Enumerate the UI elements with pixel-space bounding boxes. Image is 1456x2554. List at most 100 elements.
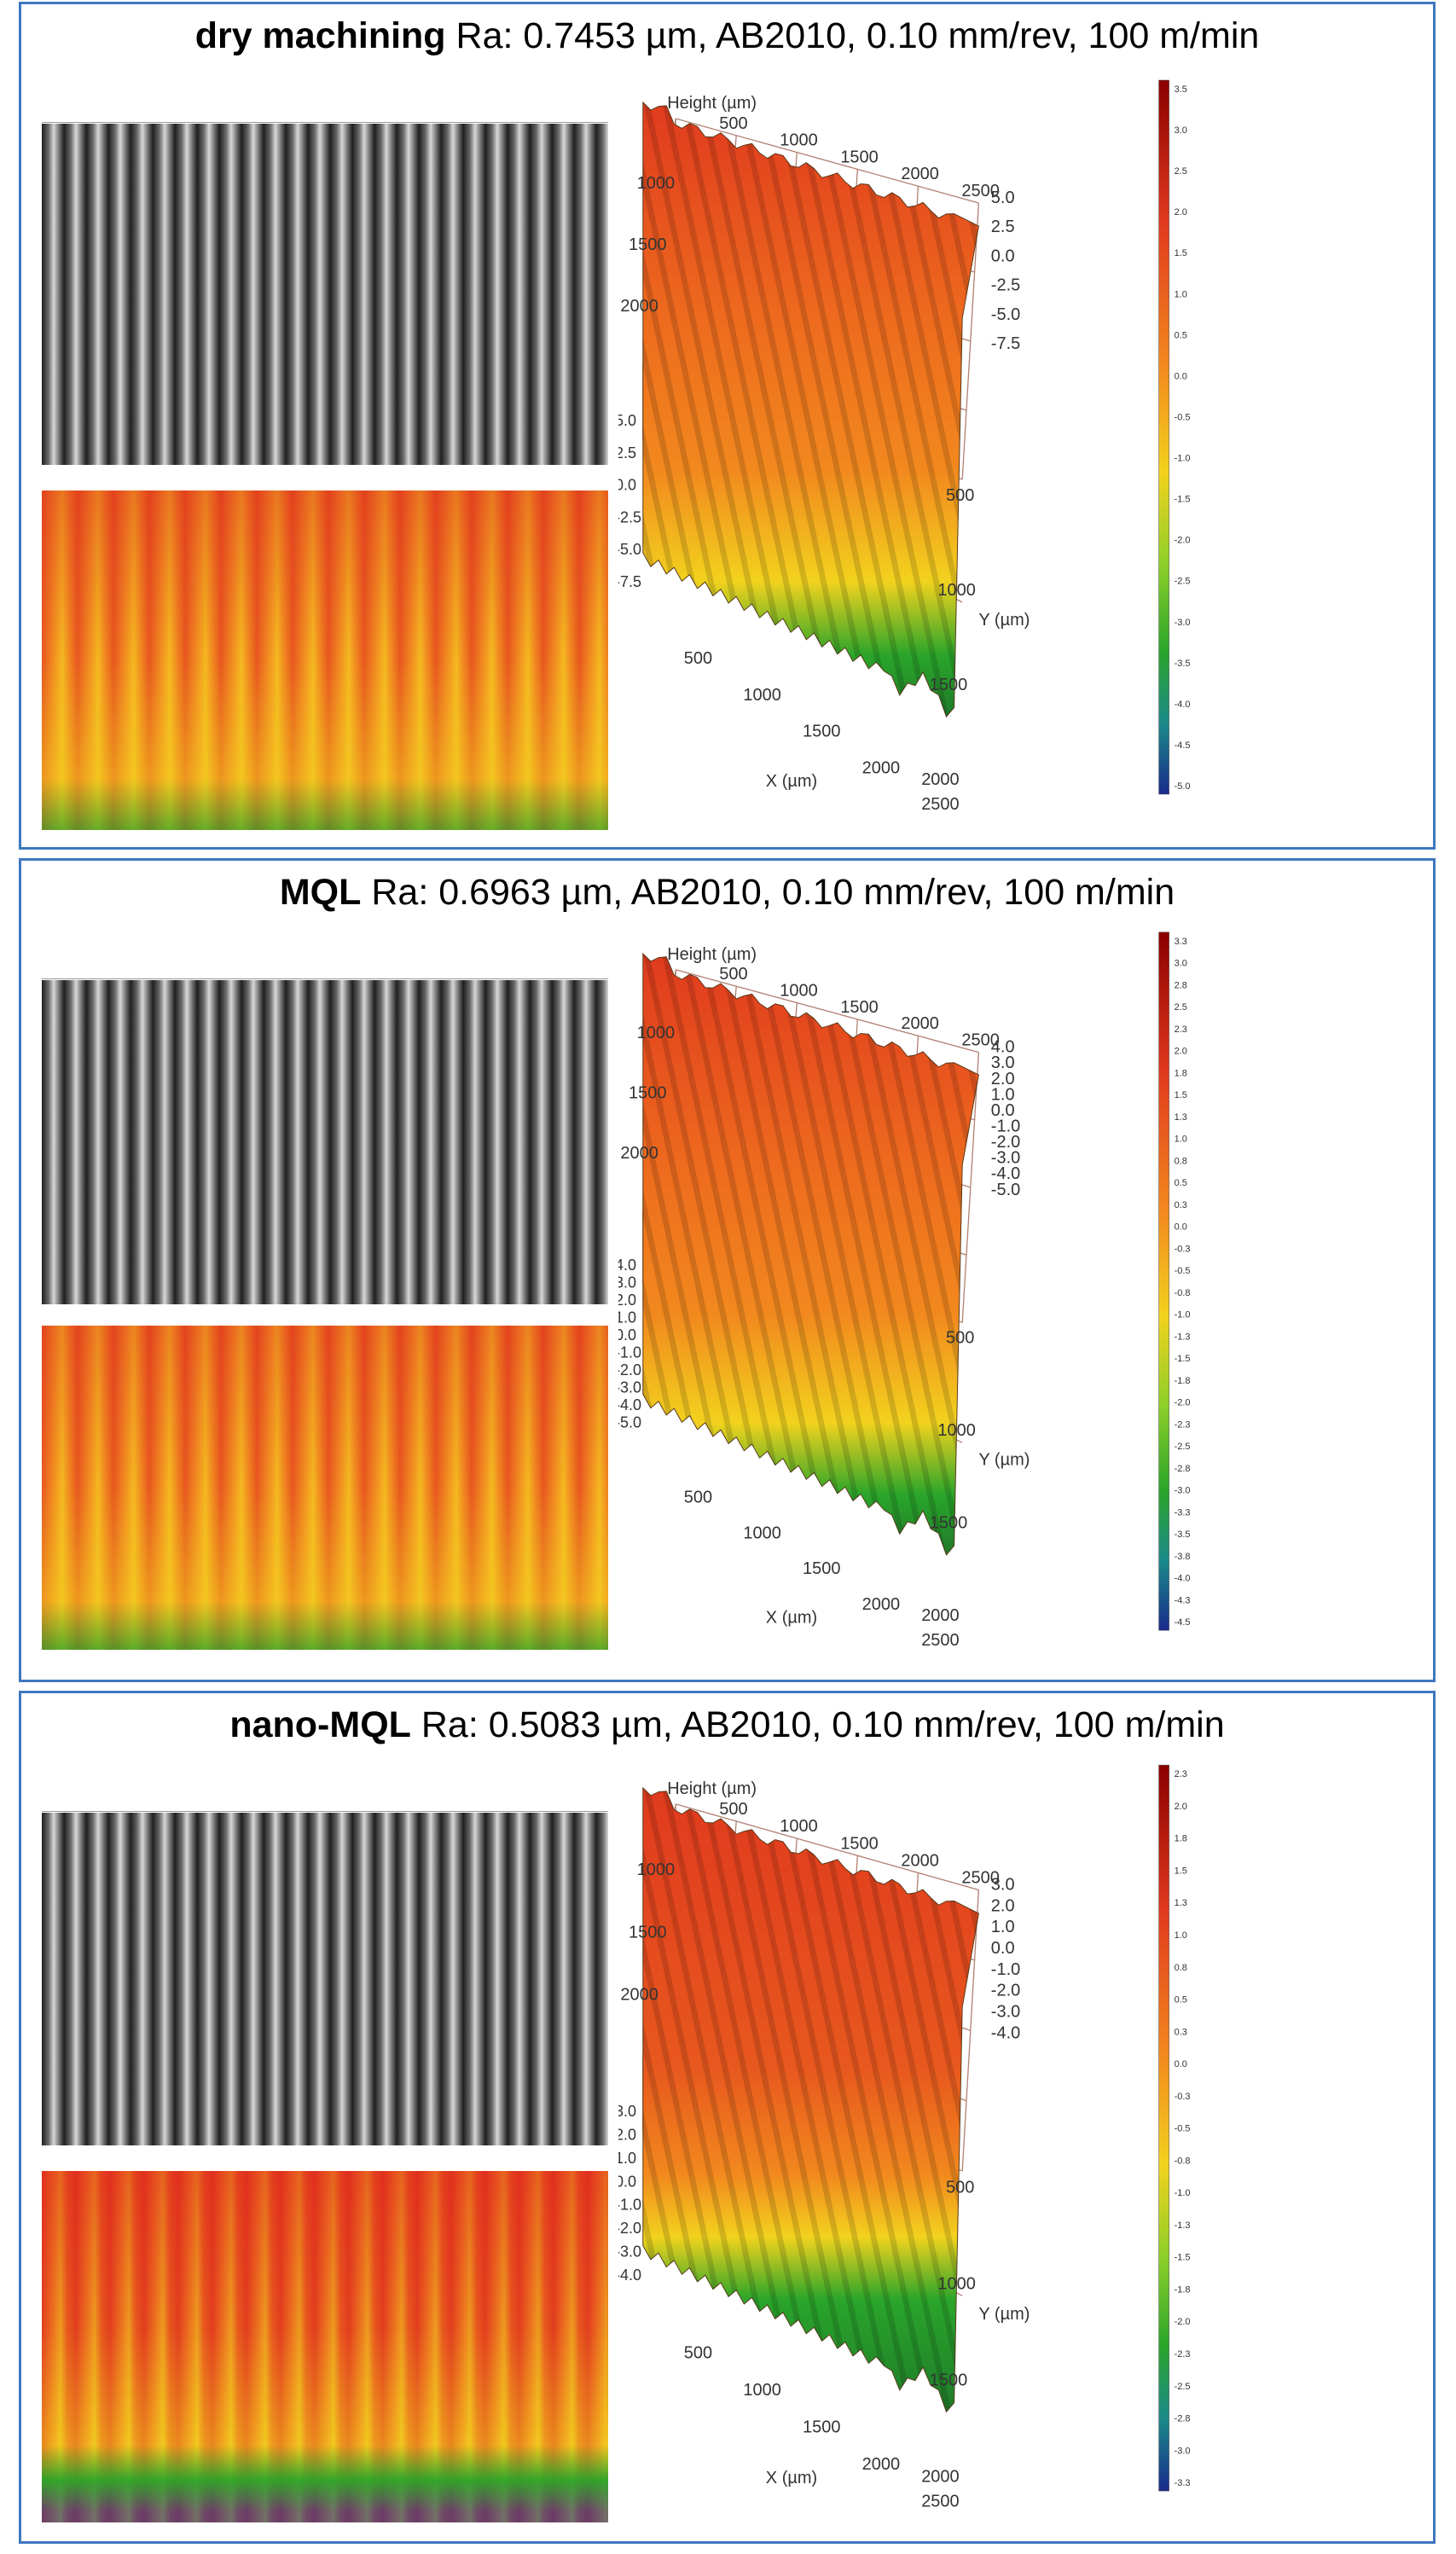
z-tick-left: -1.0 (618, 1344, 641, 1361)
colorbar-tick: -3.3 (1175, 1507, 1191, 1518)
z-tick-left: 2.0 (618, 1292, 636, 1309)
x-tick-bottom: 500 (684, 1489, 712, 1507)
heatmap-top-ruler (42, 2162, 608, 2171)
x-tick-bottom: 2500 (921, 2492, 960, 2510)
colorbar-tick: 2.5 (1175, 1002, 1187, 1013)
colorbar-tick: 2.5 (1175, 166, 1187, 177)
z-tick-right: -2.0 (991, 1982, 1020, 2000)
z-tick-right: -4.0 (991, 2023, 1020, 2042)
colorbar-tick: 0.8 (1175, 1156, 1187, 1166)
panel-mql: MQL Ra: 0.6963 µm, AB2010, 0.10 mm/rev, … (19, 858, 1436, 1682)
colorbar-tick: 2.0 (1175, 1047, 1187, 1057)
y-tick-right: 1500 (930, 676, 968, 694)
colorbar-tick: -4.0 (1175, 699, 1191, 710)
heatmap-2d (42, 482, 608, 830)
z-tick-left: -2.0 (618, 1361, 641, 1379)
y-tick-left: 2000 (620, 297, 658, 316)
y-tick-left: 1000 (637, 1860, 676, 1879)
y-tick-left: 1000 (637, 1024, 676, 1042)
z-tick-left: -5.0 (618, 1414, 641, 1431)
grayscale-micrograph (42, 970, 608, 1304)
colorbar-tick: -2.5 (1175, 1442, 1191, 1452)
z-tick-left: 3.0 (618, 1274, 636, 1291)
z-tick-right: 5.0 (991, 189, 1015, 207)
y-tick-left: 1000 (637, 174, 676, 193)
x-tick-top: 2000 (901, 165, 939, 183)
z-tick-left: 5.0 (618, 412, 636, 429)
x-tick-top: 1500 (840, 998, 879, 1017)
x-tick-top: 2000 (901, 1851, 939, 1870)
colorbar-tick: 1.8 (1175, 1068, 1187, 1078)
z-tick-right: -7.5 (991, 334, 1020, 353)
x-tick-bottom: 1000 (743, 1524, 781, 1542)
micrograph-top-ruler (42, 970, 608, 979)
z-tick-left: -2.5 (618, 508, 641, 525)
x-axis-label: X (µm) (766, 1608, 817, 1627)
colorbar-tick: -3.5 (1175, 659, 1191, 669)
surface-ridges (642, 102, 979, 717)
colorbar-tick: -4.3 (1175, 1595, 1191, 1605)
colorbar-tick: 1.5 (1175, 1090, 1187, 1100)
colorbar-tick: 1.8 (1175, 1834, 1187, 1844)
x-tick-bottom: 2000 (862, 1595, 901, 1614)
surface-ridges (642, 1787, 979, 2412)
surface-plot-3d: Height (µm)50010001500200025001000150020… (618, 932, 1191, 1650)
panel-title-rest: Ra: 0.5083 µm, AB2010, 0.10 mm/rev, 100 … (410, 1704, 1225, 1745)
z-axis-label: Height (µm) (667, 94, 757, 113)
colorbar-tick: -1.0 (1175, 454, 1191, 464)
y-tick-right: 1500 (930, 2371, 968, 2389)
panel-title: MQL Ra: 0.6963 µm, AB2010, 0.10 mm/rev, … (21, 866, 1433, 919)
colorbar-tick: 0.0 (1175, 2059, 1187, 2069)
y-tick-left: 2000 (620, 1986, 658, 2005)
colorbar-tick: 2.0 (1175, 1802, 1187, 1812)
panel-title-rest: Ra: 0.6963 µm, AB2010, 0.10 mm/rev, 100 … (361, 872, 1175, 913)
y-tick-right: 500 (946, 486, 974, 505)
colorbar-tick: -1.8 (1175, 2284, 1191, 2295)
y-tick-right: 500 (946, 1328, 974, 1347)
x-tick-top: 2000 (901, 1014, 939, 1033)
y-tick-right: 2000 (921, 1606, 960, 1625)
z-tick-left: 3.0 (618, 2103, 636, 2120)
z-tick-right: -2.5 (991, 276, 1020, 295)
z-tick-right: -4.0 (991, 1164, 1020, 1183)
heatmap-2d (42, 2162, 608, 2522)
colorbar-tick: -2.3 (1175, 2349, 1191, 2360)
colorbar-tick: -0.8 (1175, 1288, 1191, 1298)
colorbar-tick: 3.5 (1175, 84, 1187, 95)
heatmap-top-ruler (42, 1317, 608, 1326)
z-tick-right: 1.0 (991, 1085, 1015, 1104)
x-tick-top: 1000 (780, 982, 818, 1001)
colorbar-tick: 0.0 (1175, 1222, 1187, 1233)
colorbar-tick: -0.5 (1175, 412, 1191, 422)
colorbar-tick: -2.5 (1175, 2382, 1191, 2392)
panel-title-bold: nano-MQL (229, 1704, 411, 1745)
colorbar-tick: -0.5 (1175, 2124, 1191, 2134)
colorbar-tick: 0.3 (1175, 1200, 1187, 1210)
micrograph-top-ruler (42, 1802, 608, 1812)
z-tick-right: 0.0 (991, 1939, 1015, 1958)
colorbar-tick: 1.5 (1175, 1866, 1187, 1876)
colorbar-tick: -3.8 (1175, 1552, 1191, 1562)
grayscale-micrograph (42, 1802, 608, 2145)
heatmap-2d (42, 1317, 608, 1650)
x-tick-bottom: 1000 (743, 686, 781, 705)
x-tick-top: 500 (719, 114, 747, 133)
surface-ridges (642, 954, 979, 1555)
colorbar-tick: 0.5 (1175, 1995, 1187, 2005)
z-tick-left: -4.0 (618, 1396, 641, 1413)
z-tick-right: 2.0 (991, 1070, 1015, 1088)
y-tick-right: 1500 (930, 1513, 968, 1532)
colorbar-tick: -1.3 (1175, 1332, 1191, 1342)
y-tick-right: 1000 (937, 2275, 976, 2294)
z-axis-label: Height (µm) (667, 945, 757, 964)
z-tick-left: 0.0 (618, 1326, 636, 1344)
z-tick-right: -5.0 (991, 1181, 1020, 1199)
colorbar-tick: -4.5 (1175, 740, 1191, 751)
z-tick-right: -5.0 (991, 305, 1020, 324)
colorbar-tick: -3.5 (1175, 1529, 1191, 1540)
x-tick-bottom: 2000 (862, 758, 901, 777)
colorbar-tick: 2.3 (1175, 1025, 1187, 1035)
colorbar-tick: 1.3 (1175, 1898, 1187, 1908)
colorbar-tick: -0.3 (1175, 2092, 1191, 2102)
y-tick-left: 1500 (629, 1084, 667, 1103)
